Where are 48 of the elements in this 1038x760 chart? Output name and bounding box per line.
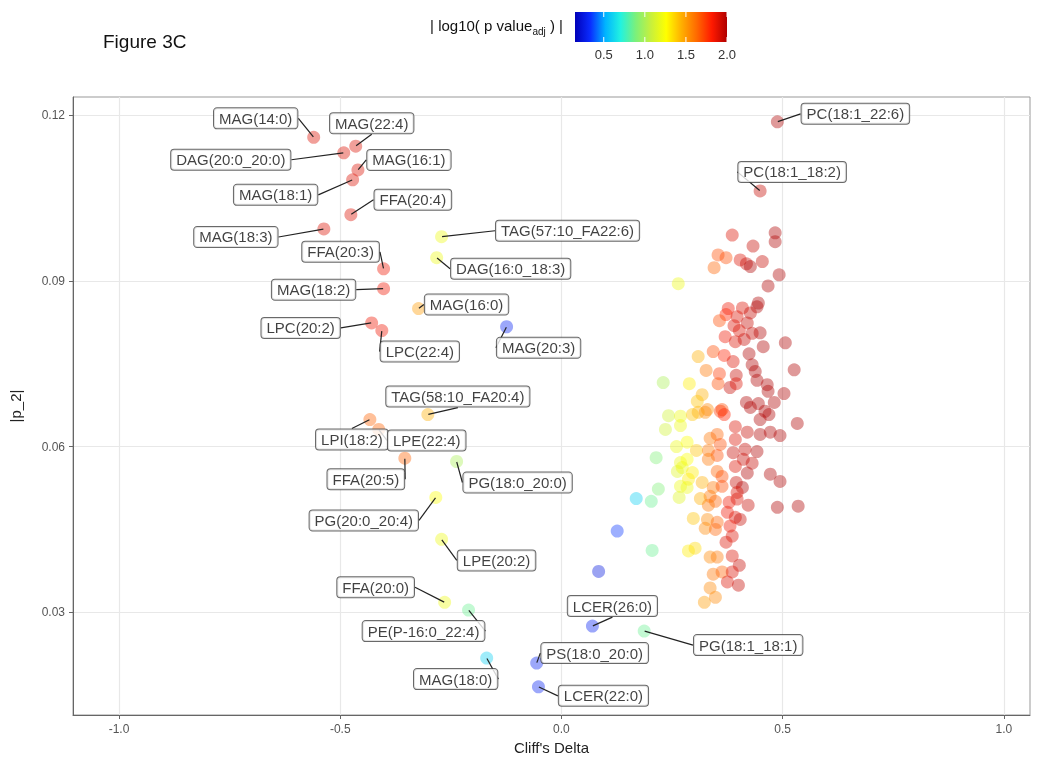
annotation: MAG(22:4)	[335, 114, 409, 132]
x-tick-label: 0.5	[774, 722, 792, 736]
annotation: MAG(18:2)	[276, 281, 351, 299]
x-tick-label: 1.0	[995, 722, 1013, 736]
annotation: LCER(22:0)	[563, 687, 644, 705]
x-tick-label: 0.0	[553, 722, 571, 736]
color-bar-title: | log10( p value$_{adj}$ ) |	[430, 17, 563, 37]
annotation: FFA(20:0)	[342, 578, 409, 596]
y-axis-title: |p_2|	[7, 389, 24, 423]
color-bar-label: 0.5	[594, 47, 613, 62]
y-tick-label: 0.09	[41, 273, 66, 288]
y-tick-label: 0.03	[41, 605, 66, 620]
annotation: LPC(20:2)	[266, 319, 335, 337]
annotation: MAG(18:3)	[199, 228, 273, 246]
annotation: MAG(16:0)	[429, 296, 504, 314]
color-bar-label: 1.0	[635, 47, 654, 62]
annotation: LPC(22:4)	[385, 343, 455, 361]
annotation: DAG(20:0_20:0)	[176, 151, 286, 169]
annotation: FFA(20:4)	[379, 191, 447, 209]
chart-title: Figure 3C	[103, 31, 187, 52]
annotation: FFA(20:3)	[307, 243, 374, 261]
color-bar-label: 1.5	[676, 47, 695, 62]
annotation: PC(18:1_18:2)	[743, 163, 841, 181]
annotation: LPI(18:2)	[321, 431, 383, 449]
annotation: PS(18:0_20:0)	[546, 644, 644, 662]
annotation: LPE(22:4)	[392, 431, 461, 449]
annotation: PG(18:1_18:1)	[698, 636, 798, 654]
x-tick-label: -0.5	[329, 722, 351, 736]
annotation: MAG(20:3)	[501, 339, 576, 357]
color-bar-label: 2.0	[717, 47, 737, 62]
annotation: DAG(16:0_18:3)	[456, 260, 566, 278]
annotation: LCER(26:0)	[572, 597, 653, 615]
annotation: FFA(20:5)	[332, 470, 400, 488]
y-tick-label: 0.12	[41, 108, 66, 123]
annotation: MAG(18:0)	[419, 670, 493, 688]
annotation: PE(P-16:0_22:4)	[367, 622, 480, 640]
annotation: MAG(14:0)	[219, 109, 293, 127]
annotation: MAG(16:1)	[372, 151, 446, 169]
annotation: TAG(57:10_FA22:6)	[500, 222, 635, 240]
annotation: MAG(18:1)	[238, 186, 313, 204]
annotation: PC(18:1_22:6)	[806, 105, 905, 123]
x-tick-label: -1.0	[108, 722, 130, 736]
annotation: LPE(20:2)	[462, 551, 531, 569]
y-tick-label: 0.06	[41, 439, 66, 454]
annotation: TAG(58:10_FA20:4)	[391, 388, 525, 406]
annotation: PG(20:0_20:4)	[314, 511, 413, 529]
x-axis-title: Cliff's Delta	[513, 738, 590, 756]
annotation: PG(18:0_20:0)	[468, 474, 567, 491]
